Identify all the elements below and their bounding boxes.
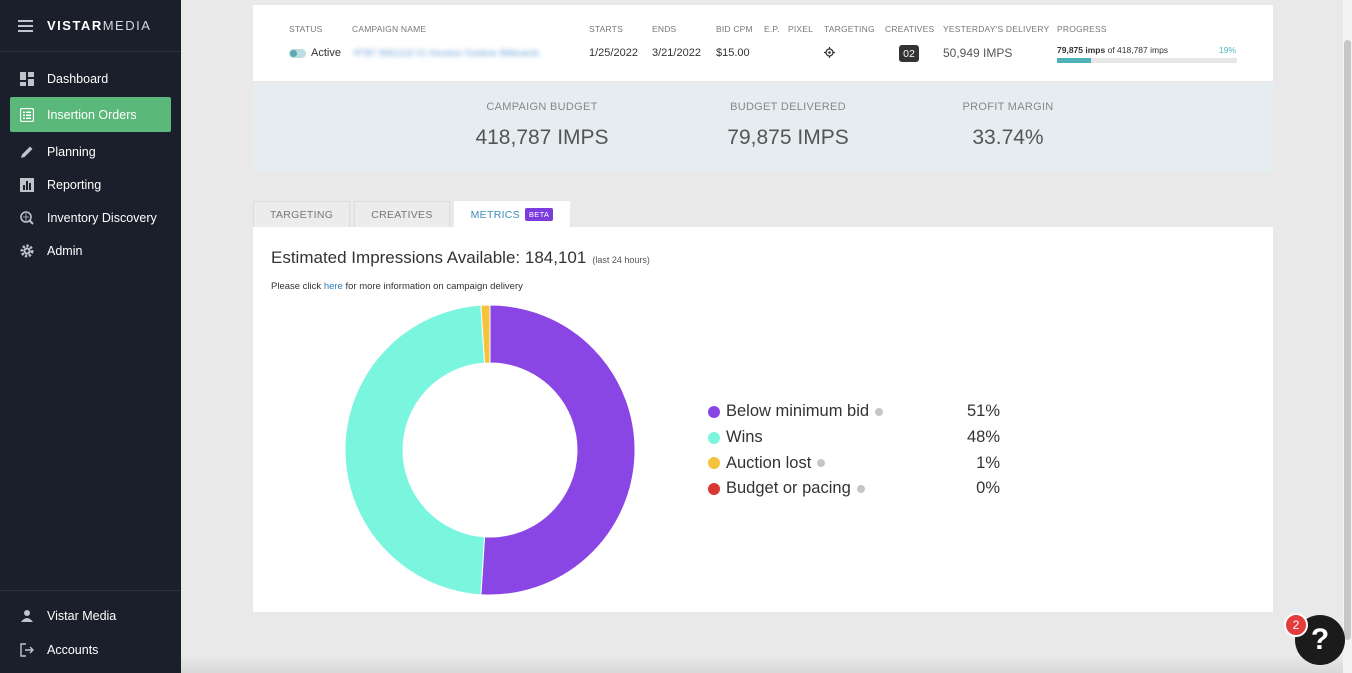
profit-margin-label: PROFIT MARGIN [962,101,1054,113]
info-icon[interactable] [875,407,884,416]
creatives-count-badge[interactable]: 02 [899,45,919,62]
header-bid-cpm: BID CPM [716,24,753,34]
info-icon[interactable] [817,459,826,468]
progress-text: 79,875 imps of 418,787 imps [1057,45,1169,55]
yesterday-delivery-value: 50,949 IMPS [943,46,1013,60]
user-icon [19,608,35,624]
main-nav: Dashboard Insertion Orders Planning Repo… [0,62,181,267]
targeting-icon[interactable] [824,45,835,63]
header-pixel: PIXEL [788,24,814,34]
header-yesterday-delivery: YESTERDAY'S DELIVERY [943,24,1050,34]
info-here-link[interactable]: here [323,281,343,292]
budget-delivered-value: 79,875 IMPS [727,126,849,149]
impressions-donut-chart [345,305,635,595]
estimated-impressions-title: Estimated Impressions Available: 184,101… [271,248,650,267]
tab-targeting[interactable]: TARGETING [253,201,351,227]
donut-slice-below-minimum-bid[interactable] [480,305,635,595]
page-bottom [181,655,1343,673]
donut-slice-auction-lost[interactable] [480,305,491,364]
sidebar-item-label: Accounts [47,643,99,657]
legend-label: Budget or pacing [726,479,851,498]
end-date: 3/21/2022 [652,47,701,59]
beta-badge: BETA [524,208,554,221]
sidebar-item-label: Vistar Media [47,609,117,623]
gear-icon [19,243,35,259]
legend-value: 51% [966,402,1000,421]
legend-value: 0% [976,479,1000,498]
legend-row: Auction lost 1% [708,450,1008,476]
campaign-summary: STATUS CAMPAIGN NAME STARTS ENDS BID CPM… [253,5,1273,81]
header-campaign-name: CAMPAIGN NAME [352,24,427,34]
legend-value: 48% [966,428,1000,447]
logout-icon [19,642,35,658]
start-date: 1/25/2022 [589,47,638,59]
sidebar-item-planning[interactable]: Planning [0,135,171,168]
progress-bar [1057,58,1237,63]
brand-logo[interactable]: VISTARMEDIA [47,18,152,33]
campaign-budget-value: 418,787 IMPS [475,126,609,149]
budget-delivered-label: BUDGET DELIVERED [730,101,846,113]
sidebar: VISTARMEDIA Dashboard Insertion Orders P… [0,0,181,673]
dashboard-icon [19,71,35,87]
status-toggle[interactable] [289,49,306,58]
budget-summary: CAMPAIGN BUDGET 418,787 IMPS BUDGET DELI… [253,83,1273,172]
pencil-icon [19,144,35,160]
donut-slice-wins[interactable] [345,305,486,595]
metrics-panel: Estimated Impressions Available: 184,101… [253,227,1273,612]
progress-bar-fill [1057,58,1092,63]
legend-row: Budget or pacing 0% [708,476,1008,502]
tab-creatives[interactable]: CREATIVES [354,201,450,227]
header-progress: PROGRESS [1057,24,1107,34]
legend-swatch [708,457,720,470]
header-ep: E.P. [764,24,780,34]
sidebar-item-label: Dashboard [47,71,109,86]
sidebar-header: VISTARMEDIA [0,0,181,52]
header-targeting: TARGETING [824,24,875,34]
sidebar-item-accounts[interactable]: Accounts [0,633,171,667]
legend-value: 1% [976,453,1000,472]
progress-percent: 19% [1219,45,1237,55]
sidebar-item-admin[interactable]: Admin [0,234,171,267]
header-status: STATUS [289,24,323,34]
legend-swatch [708,405,720,418]
sidebar-item-insertion-orders[interactable]: Insertion Orders [10,97,171,132]
hamburger-icon[interactable] [18,19,34,32]
legend-label: Auction lost [726,453,812,472]
status-text: Active [311,47,341,59]
sidebar-item-label: Planning [47,144,96,159]
tab-metrics[interactable]: METRICS BETA [453,201,571,227]
sidebar-item-label: Reporting [47,177,102,192]
info-icon[interactable] [856,484,865,493]
header-starts: STARTS [589,24,623,34]
sidebar-item-label: Insertion Orders [47,107,137,122]
sidebar-item-vistar-media[interactable]: Vistar Media [0,599,171,633]
list-icon [19,107,35,123]
search-globe-icon [19,210,35,226]
chart-legend: Below minimum bid 51% Wins 48% Auction lost 1… [708,399,1008,502]
detail-tabs: TARGETING CREATIVES METRICS BETA [253,201,574,227]
sidebar-footer: Vistar Media Accounts [0,590,181,673]
legend-swatch [708,431,720,444]
bid-cpm-value: $15.00 [716,47,750,59]
sidebar-item-label: Inventory Discovery [47,210,157,225]
page-scrollbar[interactable] [1343,0,1352,673]
scroll-thumb[interactable] [1344,40,1351,640]
sidebar-item-label: Admin [47,243,83,258]
header-ends: ENDS [652,24,677,34]
header-creatives: CREATIVES [885,24,935,34]
sidebar-item-reporting[interactable]: Reporting [0,168,171,201]
help-notification-count: 2 [1284,613,1308,637]
campaign-name-link[interactable]: RTB7 8061102 01 Houston Outdoor Billboar… [354,48,540,58]
chart-icon [19,177,35,193]
legend-label: Wins [726,428,763,447]
sidebar-item-inventory-discovery[interactable]: Inventory Discovery [0,201,171,234]
profit-margin-value: 33.74% [972,126,1044,149]
legend-label: Below minimum bid [726,402,870,421]
info-line: Please click here for more information o… [271,281,523,292]
legend-row: Wins 48% [708,425,1008,451]
campaign-budget-label: CAMPAIGN BUDGET [486,101,598,113]
legend-swatch [708,482,720,495]
legend-row: Below minimum bid 51% [708,399,1008,425]
sidebar-item-dashboard[interactable]: Dashboard [0,62,171,95]
